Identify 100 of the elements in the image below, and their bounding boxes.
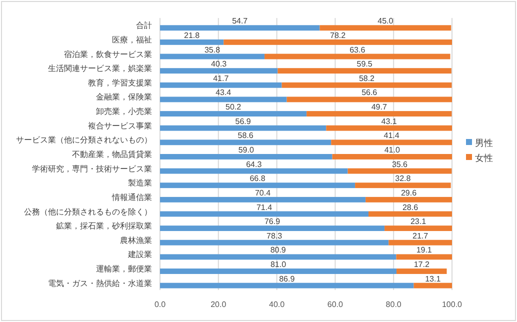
y-tick-label: 生活関連サービス業，娯楽業 bbox=[48, 64, 152, 74]
data-label: 49.7 bbox=[371, 102, 388, 112]
bar bbox=[160, 68, 278, 74]
bar bbox=[286, 96, 452, 102]
y-tick-label: 製造業 bbox=[128, 178, 152, 188]
y-tick-label: 複合サービス事業 bbox=[88, 121, 152, 130]
x-tick-label: 60.0 bbox=[327, 300, 344, 309]
y-tick-label: 教育，学習支援業 bbox=[88, 78, 152, 88]
data-label: 50.2 bbox=[226, 102, 242, 112]
y-tick-label: 鉱業，採石業，砂利採取業 bbox=[56, 222, 152, 231]
data-label: 21.7 bbox=[412, 231, 429, 240]
y-tick-label: 学術研究，専門・技術サービス業 bbox=[32, 164, 152, 174]
data-label: 21.8 bbox=[184, 30, 200, 40]
data-label: 59.0 bbox=[238, 146, 254, 154]
bar bbox=[396, 254, 452, 260]
data-label: 45.0 bbox=[378, 16, 394, 26]
data-label: 56.6 bbox=[362, 88, 378, 98]
bar bbox=[278, 68, 452, 74]
y-tick-label: 金融業，保険業 bbox=[96, 92, 152, 102]
bar bbox=[160, 125, 326, 131]
data-label: 28.6 bbox=[402, 202, 419, 212]
y-tick-label: 電気・ガス・熱供給・水道業 bbox=[48, 278, 152, 288]
data-label: 32.8 bbox=[395, 174, 412, 184]
bar bbox=[332, 154, 452, 160]
y-tick-label: 建設業 bbox=[127, 250, 152, 260]
y-tick-label: サービス業（他に分類されないもの） bbox=[16, 136, 152, 145]
data-label: 80.9 bbox=[270, 246, 286, 255]
bar bbox=[160, 182, 356, 188]
bar bbox=[388, 240, 452, 246]
bar bbox=[282, 82, 452, 88]
data-label: 35.8 bbox=[204, 45, 221, 54]
data-label: 76.9 bbox=[264, 217, 281, 226]
x-tick-label: 20.0 bbox=[210, 300, 227, 309]
bar bbox=[320, 25, 452, 31]
bar bbox=[160, 240, 389, 246]
bar bbox=[160, 282, 414, 288]
x-tick-label: 100.0 bbox=[442, 300, 463, 309]
bar bbox=[160, 111, 307, 116]
y-tick-label: 宿泊業，飲食サービス業 bbox=[64, 50, 152, 59]
bar bbox=[306, 111, 452, 116]
y-tick-label: 農林漁業 bbox=[120, 236, 152, 245]
data-label: 54.7 bbox=[232, 16, 248, 26]
bar bbox=[264, 54, 450, 60]
data-label: 86.9 bbox=[279, 274, 296, 284]
y-tick-label: 情報通信業 bbox=[111, 192, 152, 202]
bar bbox=[160, 268, 397, 274]
y-tick-label: 卸売業，小売業 bbox=[96, 107, 152, 116]
data-label: 41.4 bbox=[384, 131, 400, 140]
data-label: 56.9 bbox=[235, 116, 252, 126]
x-tick-label: 40.0 bbox=[269, 300, 286, 309]
data-label: 59.5 bbox=[356, 60, 373, 69]
bar bbox=[414, 282, 452, 288]
bar bbox=[160, 82, 282, 88]
bar bbox=[160, 140, 332, 146]
data-label: 63.6 bbox=[350, 45, 366, 54]
data-label: 71.4 bbox=[256, 202, 273, 212]
data-label: 19.1 bbox=[416, 246, 432, 255]
bar bbox=[160, 168, 348, 174]
bar bbox=[368, 211, 452, 217]
legend-label: 女性 bbox=[475, 153, 493, 163]
data-label: 35.6 bbox=[392, 160, 408, 169]
data-label: 41.7 bbox=[213, 74, 230, 83]
bar bbox=[224, 39, 452, 45]
data-label: 40.3 bbox=[211, 60, 228, 69]
bar bbox=[160, 211, 368, 217]
bar bbox=[348, 168, 452, 174]
bar bbox=[160, 39, 224, 45]
bar bbox=[160, 25, 320, 31]
bar bbox=[331, 140, 452, 146]
bar bbox=[160, 54, 265, 60]
y-tick-label: 不動産業，物品賃貸業 bbox=[72, 150, 152, 159]
data-label: 78.2 bbox=[330, 30, 346, 40]
data-label: 43.1 bbox=[381, 116, 398, 126]
data-label: 81.0 bbox=[270, 260, 287, 270]
bar bbox=[160, 254, 396, 260]
x-tick-label: 0.0 bbox=[154, 300, 166, 309]
data-label: 78.3 bbox=[266, 231, 283, 240]
data-label: 23.1 bbox=[410, 217, 427, 226]
y-tick-label: 公務（他に分類されるものを除く） bbox=[24, 207, 152, 216]
bar bbox=[396, 268, 447, 274]
y-tick-label: 合計 bbox=[136, 21, 152, 30]
y-tick-label: 医療，福祉 bbox=[112, 35, 152, 44]
data-label: 41.0 bbox=[384, 146, 400, 154]
bar bbox=[160, 154, 332, 160]
bar bbox=[384, 226, 452, 232]
data-label: 66.8 bbox=[250, 174, 266, 184]
data-label: 29.6 bbox=[400, 188, 418, 198]
bar bbox=[366, 196, 452, 202]
data-label: 43.4 bbox=[216, 88, 232, 98]
data-label: 64.3 bbox=[246, 160, 262, 169]
legend-label: 男性 bbox=[475, 138, 493, 148]
data-label: 13.1 bbox=[425, 274, 442, 284]
bar bbox=[355, 182, 451, 188]
y-tick-label: 運輸業，郵便業 bbox=[96, 264, 152, 274]
bar bbox=[326, 125, 452, 131]
bar bbox=[160, 226, 385, 232]
bar bbox=[160, 96, 287, 102]
data-label: 17.2 bbox=[414, 260, 430, 270]
data-label: 70.4 bbox=[254, 188, 272, 198]
data-label: 58.6 bbox=[238, 131, 254, 140]
